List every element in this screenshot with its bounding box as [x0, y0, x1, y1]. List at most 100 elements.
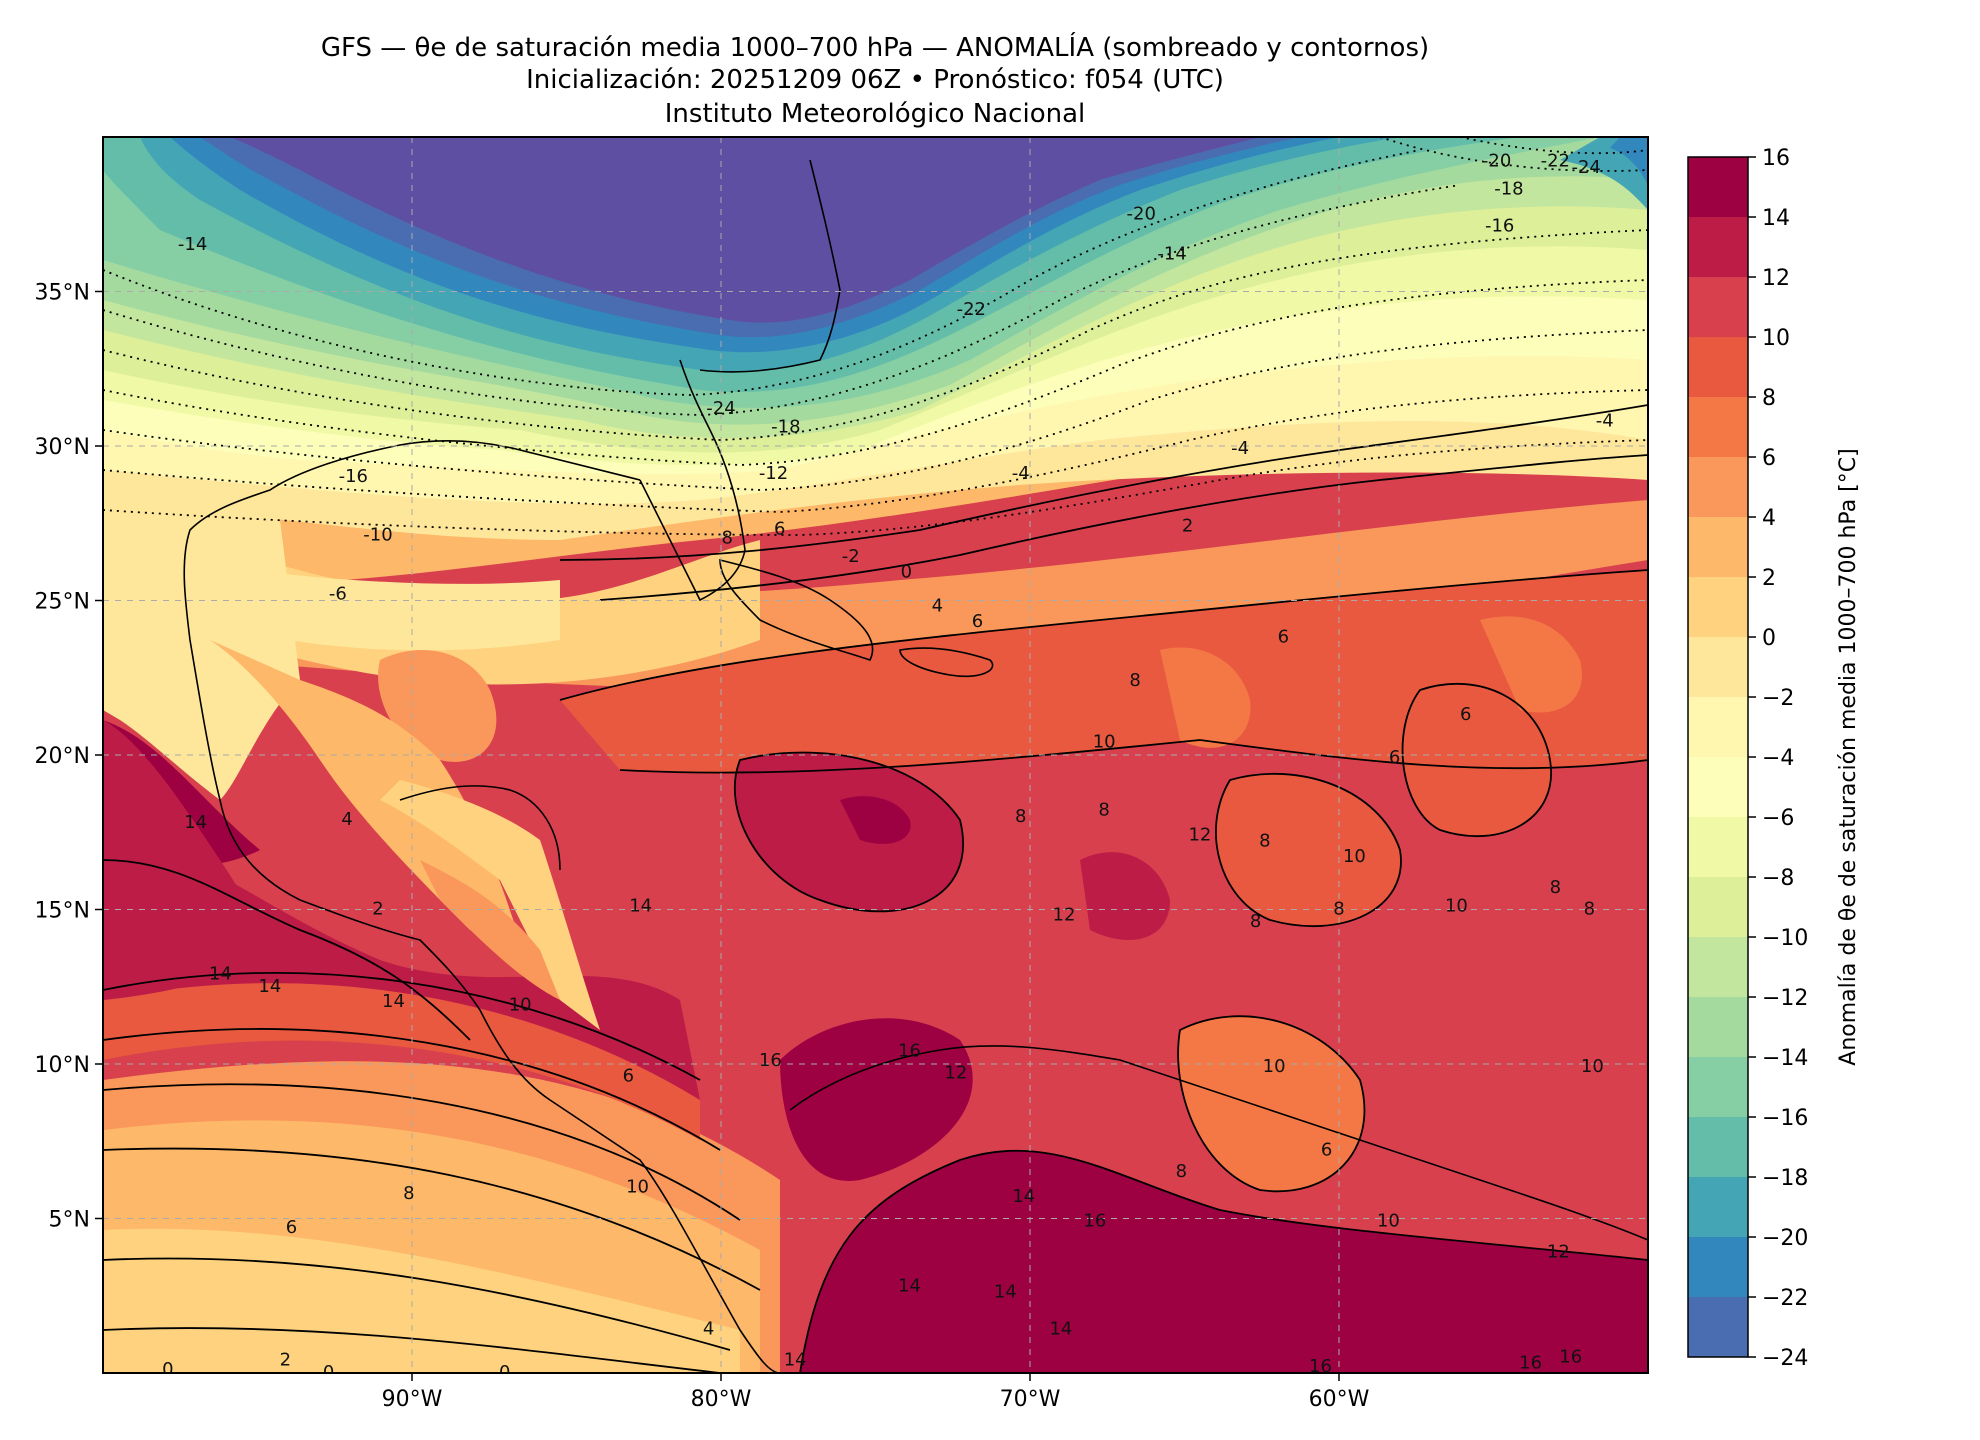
- contour-label: 16: [1559, 1347, 1582, 1368]
- colorbar-band: [1688, 457, 1748, 518]
- y-tick-label: 25°N: [35, 590, 90, 615]
- contour-label: -10: [363, 525, 392, 546]
- contour-label: -22: [957, 299, 986, 320]
- contour-label: 14: [258, 976, 281, 997]
- contour-lines: [103, 137, 1648, 1373]
- colorbar-band: [1688, 937, 1748, 998]
- y-tick-label: 35°N: [35, 281, 90, 306]
- colorbar-label: Anomalía de θe de saturación media 1000–…: [1836, 448, 1861, 1065]
- contour-label: -20: [1127, 203, 1156, 224]
- colorbar-tick-label: 16: [1762, 146, 1790, 171]
- colorbar-tick-label: 14: [1762, 206, 1790, 231]
- contour-label: 2: [372, 899, 383, 920]
- colorbar-tick-label: −6: [1762, 806, 1794, 831]
- contour-label: 8: [1550, 877, 1561, 898]
- colorbar-band: [1688, 397, 1748, 458]
- contour-label: 6: [1460, 704, 1471, 725]
- colorbar-band: [1688, 157, 1748, 218]
- contour-label: -14: [1157, 243, 1186, 264]
- contour-label: 4: [341, 809, 352, 830]
- colorbar-band: [1688, 517, 1748, 578]
- colorbar-tick-label: −24: [1762, 1346, 1808, 1371]
- contour-label: 6: [1321, 1140, 1332, 1161]
- title-line-1: GFS — θe de saturación media 1000–700 hP…: [321, 31, 1429, 63]
- title-line-2: Inicialización: 20251209 06Z • Pronóstic…: [526, 65, 1224, 95]
- contour-label: 0: [323, 1362, 334, 1383]
- colorbar-band: [1688, 337, 1748, 398]
- colorbar-bands: [1688, 157, 1748, 1358]
- colorbar-band: [1688, 877, 1748, 938]
- contour-label: -18: [771, 416, 800, 437]
- contour-label: 8: [1176, 1161, 1187, 1182]
- contour-label: -24: [706, 398, 735, 419]
- contour-label: 14: [184, 812, 207, 833]
- contour-label: 6: [1278, 627, 1289, 648]
- contour-label: 14: [1049, 1319, 1072, 1340]
- contour-label: -14: [178, 234, 207, 255]
- contour-label: 10: [1377, 1211, 1400, 1232]
- y-tick-label: 10°N: [35, 1053, 90, 1078]
- contour-label: 16: [1309, 1356, 1332, 1377]
- contour-label: 14: [629, 895, 652, 916]
- contour-label: -2: [842, 546, 860, 567]
- contour-label: 2: [1182, 515, 1193, 536]
- contour-label: -16: [339, 466, 368, 487]
- contour-label: 10: [626, 1177, 649, 1198]
- x-tick-label: 60°W: [1309, 1387, 1370, 1412]
- contour-label: -6: [329, 583, 347, 604]
- contour-label: 12: [1547, 1241, 1570, 1262]
- contour-label: -22: [1541, 151, 1570, 172]
- contour-label: 8: [1333, 899, 1344, 920]
- contour-label: 6: [623, 1065, 634, 1086]
- contour-label: 10: [1263, 1056, 1286, 1077]
- colorbar-tick-label: 8: [1762, 386, 1776, 411]
- colorbar-tick-label: −20: [1762, 1226, 1808, 1251]
- contour-label: 10: [1445, 895, 1468, 916]
- contour-label: -4: [1231, 438, 1249, 459]
- colorbar-tick-label: 2: [1762, 566, 1776, 591]
- contour-label: 0: [499, 1362, 510, 1383]
- contour-label: 8: [721, 528, 732, 549]
- colorbar-tick-label: 10: [1762, 326, 1790, 351]
- colorbar-band: [1688, 217, 1748, 278]
- contour-label: 10: [1343, 846, 1366, 867]
- contour-label: 14: [209, 963, 232, 984]
- contour-label: -4: [1012, 463, 1030, 484]
- longitude-axis: 90°W 80°W 70°W 60°W: [382, 1373, 1370, 1412]
- contour-label: 2: [280, 1350, 291, 1371]
- colorbar-tick-label: 4: [1762, 506, 1776, 531]
- colorbar: 16 14 12 10 8 6 4 2 0 −2 −4 −6 −8 −10 −12 −14 −16 −18 −20 −…: [1687, 146, 1861, 1371]
- contour-label: 16: [1083, 1211, 1106, 1232]
- colorbar-band: [1688, 757, 1748, 818]
- title-line-3: Instituto Meteorológico Nacional: [665, 99, 1085, 129]
- colorbar-tick-label: −8: [1762, 866, 1794, 891]
- colorbar-band: [1688, 577, 1748, 638]
- x-tick-label: 90°W: [382, 1387, 443, 1412]
- colorbar-tick-label: 0: [1762, 626, 1776, 651]
- contour-label: 8: [1259, 831, 1270, 852]
- contour-label: 10: [509, 994, 532, 1015]
- colorbar-band: [1688, 817, 1748, 878]
- contour-label: 10: [1581, 1056, 1604, 1077]
- colorbar-ticks: 16 14 12 10 8 6 4 2 0 −2 −4 −6 −8 −10 −12 −14 −16 −18 −20 −…: [1748, 146, 1808, 1371]
- anomaly-field: [103, 137, 1648, 1373]
- colorbar-tick-label: −14: [1762, 1046, 1808, 1071]
- colorbar-tick-label: −12: [1762, 986, 1808, 1011]
- contour-label: 4: [932, 596, 943, 617]
- colorbar-band: [1688, 697, 1748, 758]
- contour-label: -4: [1596, 410, 1614, 431]
- grid-lines: [103, 137, 1648, 1373]
- contour-label: 6: [286, 1217, 297, 1238]
- contour-label: 16: [759, 1050, 782, 1071]
- colorbar-tick-label: 12: [1762, 266, 1790, 291]
- colorbar-tick-label: −22: [1762, 1286, 1808, 1311]
- contour-label: 6: [774, 518, 785, 539]
- contour-label: 14: [898, 1275, 921, 1296]
- contour-label: -16: [1485, 216, 1514, 237]
- contour-label: 8: [1129, 670, 1140, 691]
- y-tick-label: 15°N: [35, 899, 90, 924]
- colorbar-tick-label: −4: [1762, 746, 1794, 771]
- contour-label: 4: [703, 1319, 714, 1340]
- x-tick-label: 80°W: [691, 1387, 752, 1412]
- contour-label: 16: [1519, 1353, 1542, 1374]
